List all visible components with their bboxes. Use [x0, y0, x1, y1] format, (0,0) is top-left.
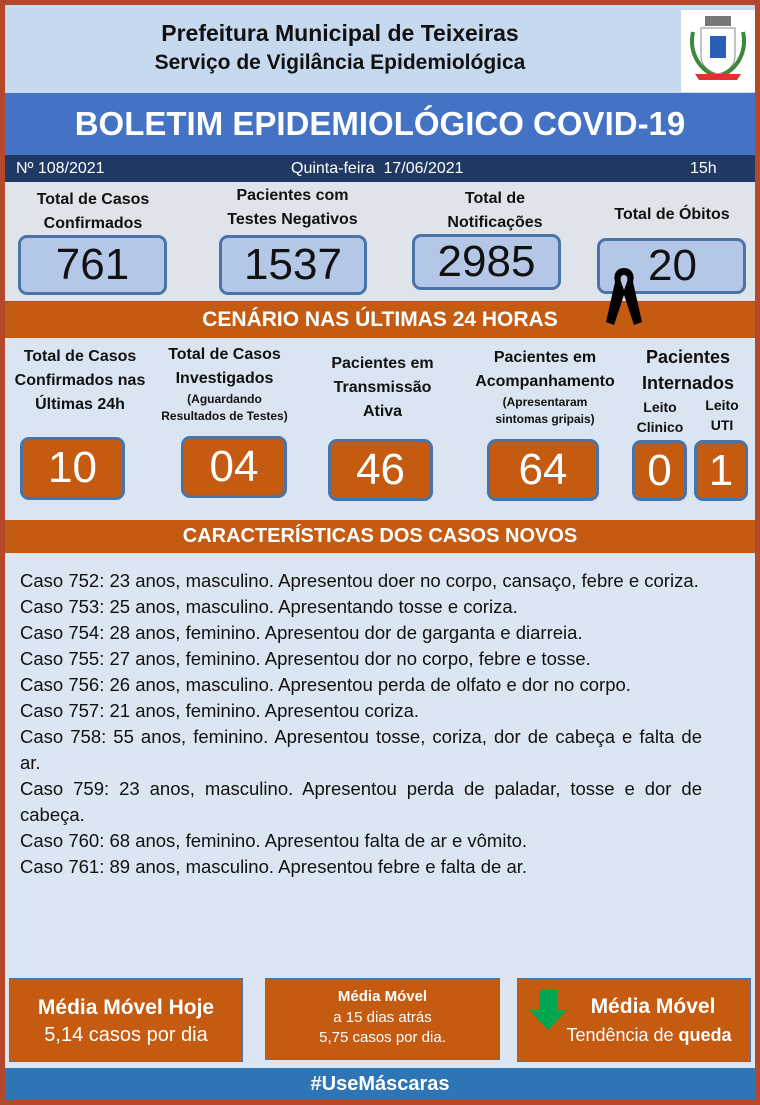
investigated-value: 04 — [181, 436, 287, 498]
case-item: Caso 758: 55 anos, feminino. Apresentou … — [20, 726, 702, 773]
bulletin-hour: 15h — [690, 160, 717, 177]
header-title: Prefeitura Municipal de Teixeiras — [161, 20, 519, 46]
icu-bed-value: 1 — [694, 440, 748, 501]
case-item: Caso 756: 26 anos, masculino. Apresentou… — [20, 674, 631, 695]
confirmed-24h-value: 10 — [20, 437, 125, 500]
negative-tests-value: 1537 — [219, 235, 367, 295]
use-masks-hashtag: #UseMáscaras — [5, 1068, 755, 1100]
negative-tests-label: Pacientes com Testes Negativos — [227, 187, 358, 228]
coat-of-arms-logo — [681, 10, 755, 92]
case-item: Caso 757: 21 anos, feminino. Apresentou … — [20, 700, 420, 721]
bulletin-date: Quinta-feira 17/06/2021 — [291, 160, 464, 177]
info-bar: Nº 108/2021 Quinta-feira 17/06/2021 15h — [5, 155, 755, 182]
case-item: Caso 755: 27 anos, feminino. Apresentou … — [20, 648, 591, 669]
moving-average-today: Média Móvel Hoje 5,14 casos por dia — [9, 978, 243, 1062]
case-item: Caso 761: 89 anos, masculino. Apresentou… — [20, 856, 528, 877]
active-transmission-label: Pacientes em Transmissão Ativa — [331, 355, 434, 420]
icu-bed-label: Leito UTI — [705, 397, 739, 433]
case-item: Caso 759: 23 anos, masculino. Apresentou… — [20, 778, 702, 825]
case-item: Caso 753: 25 anos, masculino. Apresentan… — [20, 596, 518, 617]
case-list: Caso 752: 23 anos, masculino. Apresentou… — [20, 568, 702, 880]
total-confirmed-label: Total de Casos Confirmados — [36, 191, 150, 232]
mourning-ribbon-icon — [606, 268, 642, 325]
down-arrow-icon — [529, 990, 567, 1030]
notifications-value: 2985 — [412, 234, 561, 290]
case-item: Caso 752: 23 anos, masculino. Apresentou… — [20, 570, 699, 591]
cases-title: CARACTERÍSTICAS DOS CASOS NOVOS — [5, 520, 755, 553]
case-item: Caso 760: 68 anos, feminino. Apresentou … — [20, 830, 528, 851]
investigated-label: Total de Casos Investigados (Aguardando Res… — [161, 346, 288, 423]
clinical-bed-label: Leito Clinico — [636, 399, 684, 435]
hospitalized-label: Pacientes Internados — [641, 347, 734, 393]
deaths-label: Total de Óbitos — [614, 206, 730, 223]
notifications-label: Total de Notificações — [447, 190, 543, 231]
clinical-bed-value: 0 — [632, 440, 687, 501]
monitoring-value: 64 — [487, 439, 599, 501]
active-transmission-value: 46 — [328, 439, 433, 501]
bulletin-title: BOLETIM EPIDEMIOLÓGICO COVID-19 — [5, 93, 755, 155]
moving-average-15-days: Média Móvel a 15 dias atrás 5,75 casos p… — [265, 978, 500, 1060]
confirmed-24h-label: Total de Casos Confirmados nas Últimas 24h — [14, 348, 146, 413]
monitoring-label: Pacientes em Acompanhamento (Apresentaram s… — [475, 349, 615, 426]
bulletin-number: Nº 108/2021 — [16, 160, 105, 177]
total-confirmed-value: 761 — [18, 235, 167, 295]
header — [5, 5, 755, 93]
header-subtitle: Serviço de Vigilância Epidemiológica — [154, 51, 526, 74]
case-item: Caso 754: 28 anos, feminino. Apresentou … — [20, 622, 583, 643]
moving-average-trend: Média Móvel Tendência de queda — [517, 978, 751, 1062]
